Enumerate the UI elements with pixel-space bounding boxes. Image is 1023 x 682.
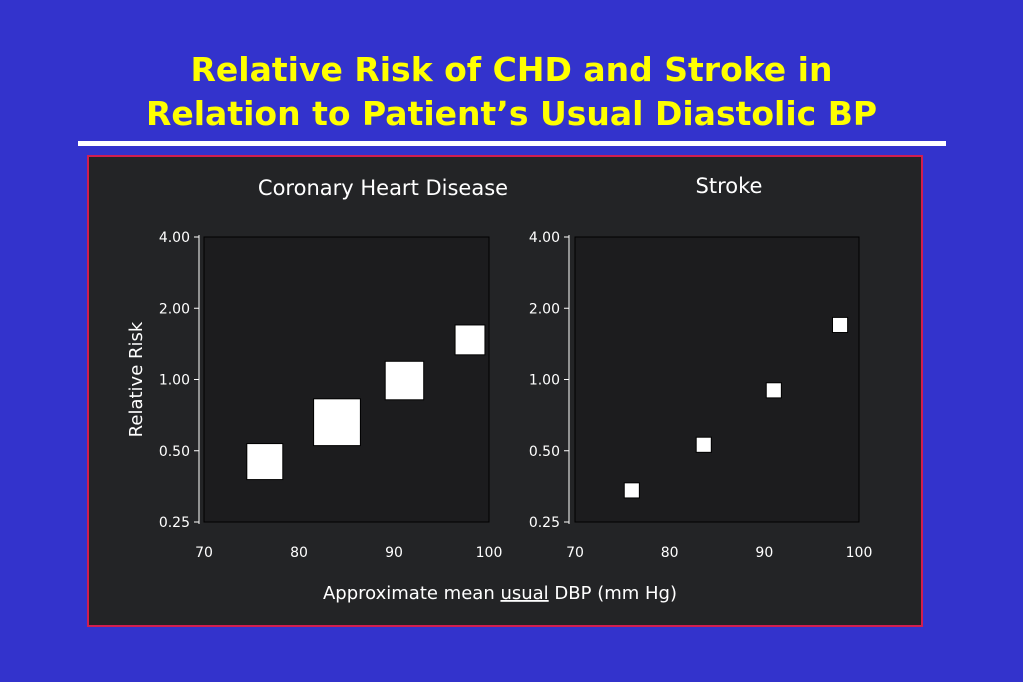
stroke-panel: Stroke 4.00 2.00 1.00 0.50 0.25 70 80 90 100 <box>529 174 873 561</box>
chd-y-axis-label: Relative Risk <box>126 321 147 437</box>
stroke-panel-title: Stroke <box>696 174 763 198</box>
x-axis-label-suffix: DBP (mm Hg) <box>549 583 677 604</box>
x-axis-label-prefix: Approximate mean <box>323 583 500 604</box>
chart-figure: Coronary Heart Disease 4.00 2.00 1.00 0.50 0.… <box>126 174 873 604</box>
stroke-plot-area <box>574 236 860 523</box>
chd-x-tick-label: 100 <box>476 545 503 561</box>
chd-x-tick-label: 70 <box>195 545 213 561</box>
chd-y-tick-label: 0.50 <box>159 444 190 460</box>
stroke-data-point <box>832 316 849 334</box>
chd-panel: Coronary Heart Disease 4.00 2.00 1.00 0.50 0.… <box>126 176 508 561</box>
chd-y-tick-label: 2.00 <box>159 301 190 317</box>
stroke-data-point <box>623 482 640 499</box>
slide-title-line-1: Relative Risk of CHD and Stroke in <box>190 50 833 89</box>
chd-x-tick-label: 80 <box>290 545 308 561</box>
chd-data-point <box>384 360 425 401</box>
stroke-y-tick-label: 4.00 <box>529 230 560 246</box>
stroke-x-tick-label: 90 <box>755 545 773 561</box>
stroke-y-tick-label: 2.00 <box>529 301 560 317</box>
x-axis-label-underlined: usual <box>500 583 548 604</box>
stroke-data-point <box>765 382 782 399</box>
stroke-x-tick-label: 100 <box>846 545 873 561</box>
slide-title: Relative Risk of CHD and Stroke in Relat… <box>0 48 1023 136</box>
slide-title-line-2: Relation to Patient’s Usual Diastolic BP <box>145 94 878 133</box>
x-axis-label: Approximate mean usual DBP (mm Hg) <box>323 583 677 604</box>
stroke-y-tick-label: 0.25 <box>529 515 560 531</box>
chd-x-tick-label: 90 <box>385 545 403 561</box>
chd-y-tick-label: 1.00 <box>159 373 190 389</box>
chd-y-tick-label: 0.25 <box>159 515 190 531</box>
title-divider <box>78 141 946 146</box>
stroke-x-tick-label: 80 <box>661 545 679 561</box>
chd-data-point <box>246 443 284 481</box>
stroke-data-point <box>695 436 712 453</box>
stroke-y-tick-label: 0.50 <box>529 444 560 460</box>
stroke-y-tick-label: 1.00 <box>529 373 560 389</box>
chd-y-tick-label: 4.00 <box>159 230 190 246</box>
chd-data-point <box>313 398 361 447</box>
chd-data-point <box>454 324 486 356</box>
stroke-x-tick-label: 70 <box>566 545 584 561</box>
chd-panel-title: Coronary Heart Disease <box>258 176 508 200</box>
